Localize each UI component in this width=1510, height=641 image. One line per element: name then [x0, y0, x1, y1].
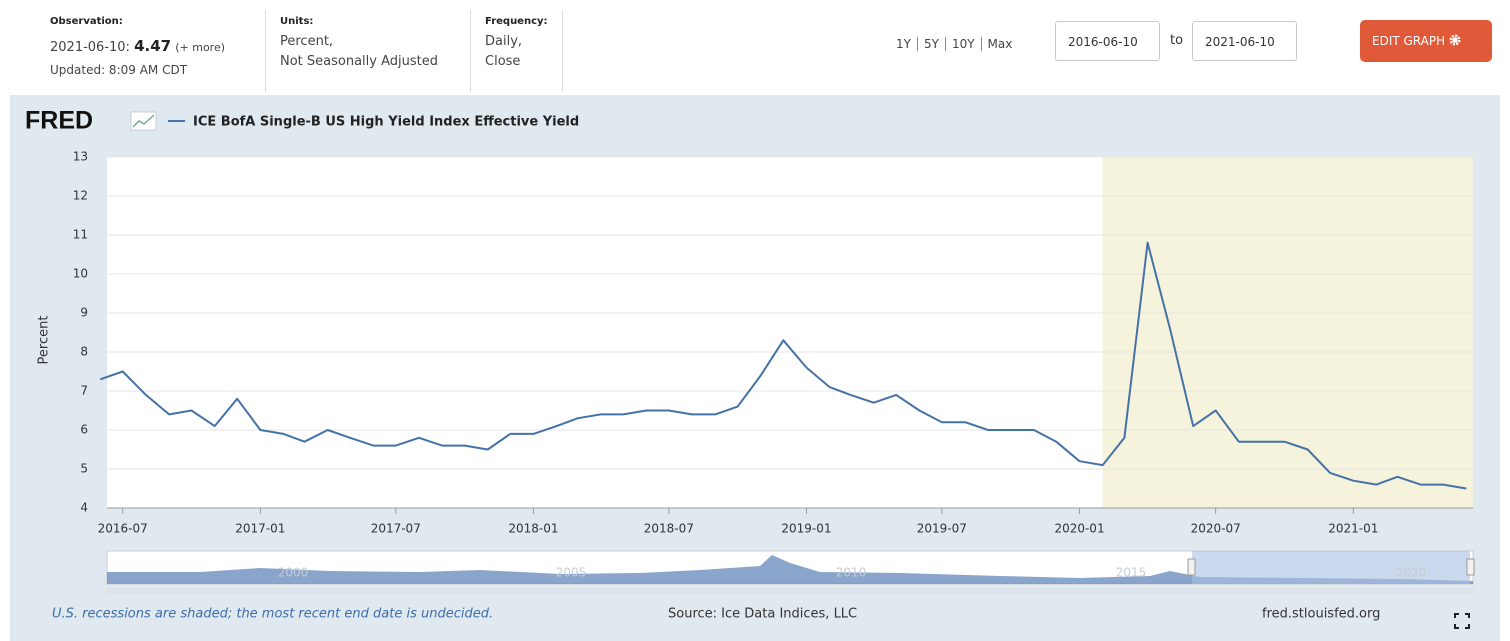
site[interactable]: fred.stlouisfed.org [1262, 607, 1380, 622]
navigator-label: 2000 [278, 566, 309, 580]
x-tick-label: 2020-07 [1191, 522, 1241, 536]
frequency-line: Daily, [485, 34, 523, 49]
frequency: Daily, Close [485, 32, 522, 72]
header: Observation: 2021-06-10: 4.47 (+ more) U… [0, 0, 1510, 95]
navigator-label: 2015 [1116, 566, 1147, 580]
to-label: to [1170, 33, 1184, 48]
units-line: Not Seasonally Adjusted [280, 54, 438, 69]
x-tick-label: 2020-01 [1054, 522, 1104, 536]
data-line [99, 241, 1467, 490]
y-tick-label: 4 [80, 501, 88, 515]
x-tick-label: 2018-01 [508, 522, 558, 536]
units-line: Percent, [280, 34, 334, 49]
legend-label: ICE BofA Single-B US High Yield Index Ef… [193, 115, 579, 130]
y-tick-label: 12 [73, 189, 88, 203]
recession-shade [1102, 157, 1473, 508]
divider [265, 10, 266, 92]
range-button[interactable]: 5Y [916, 37, 945, 51]
observation-label: Observation: [50, 16, 123, 27]
updated: Updated: 8:09 AM CDT [50, 63, 188, 77]
recession-note: U.S. recessions are shaded; the most rec… [52, 607, 493, 622]
observation-value: 4.47 [134, 37, 172, 55]
gear-icon [1449, 34, 1461, 46]
y-tick-label: 11 [73, 228, 88, 242]
range-button[interactable]: 10Y [944, 37, 981, 51]
date-to-input[interactable]: 2021-06-10 [1192, 21, 1297, 61]
fred-logo: FRED [25, 107, 93, 135]
range-buttons: 1Y 5Y 10Y Max [890, 33, 1019, 52]
y-tick-label: 6 [80, 423, 88, 437]
navigator [106, 550, 1475, 594]
y-tick-label: 8 [80, 345, 88, 359]
edit-graph-button[interactable]: EDIT GRAPH [1360, 20, 1492, 62]
x-tick-label: 2019-07 [917, 522, 967, 536]
source: Source: Ice Data Indices, LLC [668, 607, 857, 622]
y-tick-label: 13 [73, 150, 88, 164]
y-tick-label: 10 [73, 267, 88, 281]
x-tick-label: 2018-07 [644, 522, 694, 536]
date-from-input[interactable]: 2016-06-10 [1055, 21, 1160, 61]
edit-graph-label: EDIT GRAPH [1372, 34, 1446, 48]
range-button[interactable]: Max [980, 37, 1019, 51]
x-tick-label: 2021-01 [1328, 522, 1378, 536]
x-tick-label: 2017-01 [235, 522, 285, 536]
range-button[interactable]: 1Y [896, 37, 911, 51]
units: Percent, Not Seasonally Adjusted [280, 32, 438, 72]
x-tick-label: 2019-01 [781, 522, 831, 536]
fullscreen-icon[interactable] [1454, 613, 1470, 629]
y-axis-label: Percent [37, 316, 52, 365]
y-tick-label: 5 [80, 462, 88, 476]
navigator-label: 2005 [556, 566, 587, 580]
units-label: Units: [280, 16, 314, 27]
y-tick-label: 9 [80, 306, 88, 320]
navigator-label: 2010 [836, 566, 867, 580]
more-link[interactable]: (+ more) [175, 41, 226, 54]
observation-date: 2021-06-10: [50, 40, 130, 55]
frequency-line: Close [485, 54, 521, 69]
frequency-label: Frequency: [485, 16, 548, 27]
navigator-label: 2020 [1396, 566, 1427, 580]
divider [470, 10, 471, 92]
y-tick-label: 7 [80, 384, 88, 398]
divider [562, 10, 563, 92]
x-tick-label: 2016-07 [98, 522, 148, 536]
logo-icon [130, 111, 157, 131]
x-tick-label: 2017-07 [371, 522, 421, 536]
observation: 2021-06-10: 4.47 (+ more) [50, 37, 225, 55]
